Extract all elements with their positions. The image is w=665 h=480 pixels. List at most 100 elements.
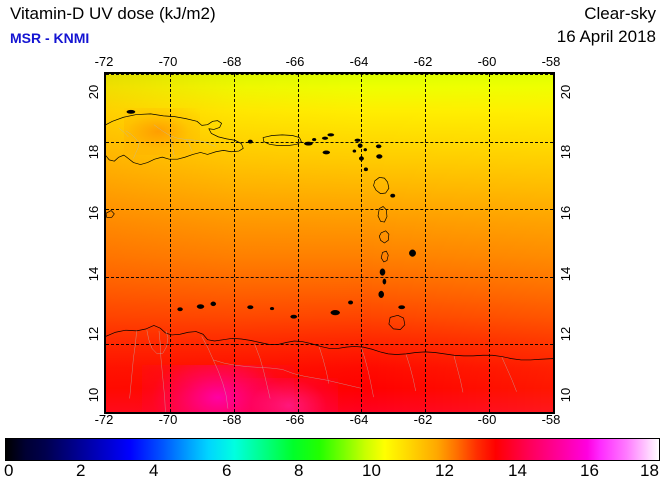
colorbar-tick-16: 16	[580, 461, 599, 480]
island-blanquilla	[348, 300, 354, 305]
colorbar	[5, 438, 660, 461]
island-barbuda	[375, 144, 382, 149]
island-curacao	[196, 304, 205, 309]
island-barbados	[409, 249, 416, 257]
island-st-vincent	[379, 268, 386, 276]
island-st-kitts	[358, 156, 364, 161]
x-tick-bottom-5: -62	[413, 412, 433, 427]
x-tick-top-1: -70	[158, 54, 178, 69]
y-tick-right-18: 18	[558, 144, 573, 160]
border-colombia-venezuela	[158, 330, 166, 412]
y-tick-right-20: 20	[558, 84, 573, 100]
river-magdalena	[129, 330, 137, 399]
island-la-tortuga	[290, 314, 298, 319]
x-tick-bottom-7: -58	[541, 412, 561, 427]
border-inland-8	[501, 357, 517, 392]
y-tick-left-18: 18	[86, 144, 101, 160]
y-tick-right-16: 16	[558, 205, 573, 221]
border-internal-dr-4	[203, 141, 216, 147]
x-tick-top-0: -72	[94, 54, 114, 69]
island-st-croix	[322, 150, 331, 155]
x-tick-bottom-3: -66	[285, 412, 305, 427]
coastline-south-america	[106, 325, 553, 361]
y-tick-right-10: 10	[558, 387, 573, 403]
sky-condition-label: Clear-sky	[584, 4, 656, 23]
border-inland-4	[319, 347, 330, 384]
border-inland-7	[453, 355, 464, 393]
y-tick-right-12: 12	[558, 326, 573, 342]
colorbar-tick-2: 2	[76, 461, 86, 480]
island-culebra	[312, 137, 317, 142]
x-tick-bottom-4: -64	[349, 412, 369, 427]
coastline-overlay	[106, 74, 553, 412]
coastline-hispaniola	[106, 113, 244, 165]
colorbar-tick-0: 0	[4, 461, 14, 480]
border-inland-1	[201, 336, 229, 409]
border-inland-3	[254, 344, 271, 399]
border-inland-6	[405, 354, 416, 392]
x-tick-top-6: -60	[477, 54, 497, 69]
island-la-orchila	[269, 306, 275, 311]
island-bonaire	[210, 301, 217, 307]
border-inland-5	[361, 347, 374, 398]
data-source-label: MSR - KNMI	[10, 30, 90, 46]
uv-hotspot-venezuela	[240, 378, 339, 412]
colorbar-tick-6: 6	[222, 461, 232, 480]
island-tortola	[327, 133, 335, 137]
border-inland-2	[213, 359, 283, 370]
date-label: 16 April 2018	[556, 27, 656, 46]
x-tick-bottom-2: -68	[222, 412, 242, 427]
colorbar-tick-12: 12	[435, 461, 454, 480]
y-tick-left-14: 14	[86, 266, 101, 282]
border-internal-dr-2	[169, 135, 175, 157]
island-grenadines	[382, 278, 387, 285]
map-plot-area	[104, 72, 555, 414]
map-canvas	[106, 74, 553, 412]
island-tobago	[398, 305, 406, 310]
island-marie-galante	[390, 193, 396, 198]
colorbar-tick-18: 18	[640, 461, 659, 480]
coastline-guadeloupe	[373, 177, 390, 195]
border-internal-dr-1	[153, 124, 204, 142]
island-margarita	[330, 310, 340, 316]
colorbar-gradient	[5, 438, 660, 461]
river-orinoco	[282, 369, 362, 389]
island-grenada	[378, 290, 385, 298]
y-tick-left-20: 20	[86, 84, 101, 100]
coastline-puerto-rico	[262, 134, 302, 147]
x-tick-top-7: -58	[541, 54, 561, 69]
island-st-thomas	[321, 136, 329, 140]
x-tick-bottom-6: -60	[477, 412, 497, 427]
island-vieques	[304, 141, 313, 146]
island-st-martin	[357, 143, 363, 148]
border-internal-dr-3	[186, 139, 193, 152]
island-aruba	[177, 307, 183, 312]
y-tick-left-16: 16	[86, 205, 101, 221]
y-tick-right-14: 14	[558, 266, 573, 282]
border-internal-haiti-1	[118, 127, 129, 137]
coastline-dominica	[377, 206, 388, 223]
island-montserrat	[363, 167, 369, 172]
island-st-barthelemy	[363, 148, 368, 152]
island-saba	[352, 149, 357, 153]
island-antigua	[376, 154, 383, 159]
coastline-martinique	[378, 230, 390, 244]
colorbar-tick-4: 4	[149, 461, 159, 480]
border-haiti-dominican	[125, 130, 140, 159]
island-tortuga	[126, 109, 136, 114]
x-tick-top-3: -66	[285, 54, 305, 69]
coast-lake-maracaibo	[146, 330, 169, 355]
colorbar-tick-10: 10	[362, 461, 381, 480]
y-tick-left-12: 12	[86, 326, 101, 342]
coastline-st-lucia	[380, 250, 389, 263]
island-anguilla	[354, 138, 361, 142]
uv-dose-raster	[106, 74, 553, 412]
page-title: Vitamin-D UV dose (kJ/m2)	[10, 4, 216, 23]
x-tick-top-2: -68	[222, 54, 242, 69]
colorbar-tick-8: 8	[294, 461, 304, 480]
x-tick-bottom-1: -70	[158, 412, 178, 427]
colorbar-tick-14: 14	[508, 461, 527, 480]
x-tick-top-4: -64	[349, 54, 369, 69]
island-los-roques	[247, 305, 254, 310]
coastline-jamaica-edge	[106, 210, 115, 218]
